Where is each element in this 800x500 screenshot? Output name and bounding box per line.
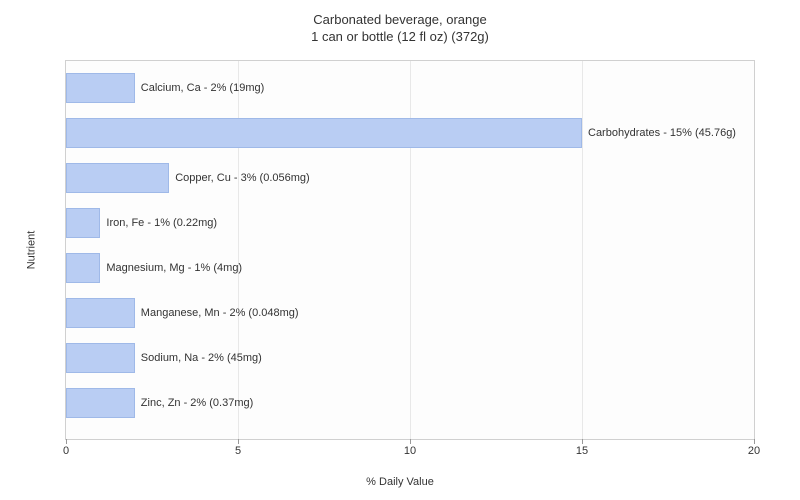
bar <box>66 208 100 238</box>
bar-label: Magnesium, Mg - 1% (4mg) <box>106 262 242 274</box>
plot-area: 05101520Calcium, Ca - 2% (19mg)Carbohydr… <box>65 60 755 440</box>
bar-label: Sodium, Na - 2% (45mg) <box>141 352 262 364</box>
x-axis-label: % Daily Value <box>366 476 434 488</box>
x-tick-label: 5 <box>235 445 241 457</box>
x-tick-label: 20 <box>748 445 760 457</box>
chart-title: Carbonated beverage, orange 1 can or bot… <box>0 0 800 46</box>
bar-label: Iron, Fe - 1% (0.22mg) <box>106 217 217 229</box>
bar-label: Manganese, Mn - 2% (0.048mg) <box>141 307 299 319</box>
bar-label: Carbohydrates - 15% (45.76g) <box>588 127 736 139</box>
y-axis-label: Nutrient <box>25 231 37 270</box>
bar-label: Copper, Cu - 3% (0.056mg) <box>175 172 310 184</box>
x-tick-label: 15 <box>576 445 588 457</box>
chart-title-line1: Carbonated beverage, orange <box>313 12 486 27</box>
bar <box>66 118 582 148</box>
chart-title-line2: 1 can or bottle (12 fl oz) (372g) <box>311 29 489 44</box>
x-tick-mark <box>238 439 239 444</box>
bar-label: Calcium, Ca - 2% (19mg) <box>141 82 264 94</box>
x-tick-label: 0 <box>63 445 69 457</box>
bar <box>66 253 100 283</box>
bar-label: Zinc, Zn - 2% (0.37mg) <box>141 397 253 409</box>
grid-line <box>582 61 583 439</box>
x-tick-mark <box>66 439 67 444</box>
bar <box>66 73 135 103</box>
bar <box>66 163 169 193</box>
x-tick-mark <box>754 439 755 444</box>
x-tick-mark <box>582 439 583 444</box>
bar <box>66 343 135 373</box>
bar <box>66 298 135 328</box>
bar <box>66 388 135 418</box>
x-tick-mark <box>410 439 411 444</box>
x-tick-label: 10 <box>404 445 416 457</box>
